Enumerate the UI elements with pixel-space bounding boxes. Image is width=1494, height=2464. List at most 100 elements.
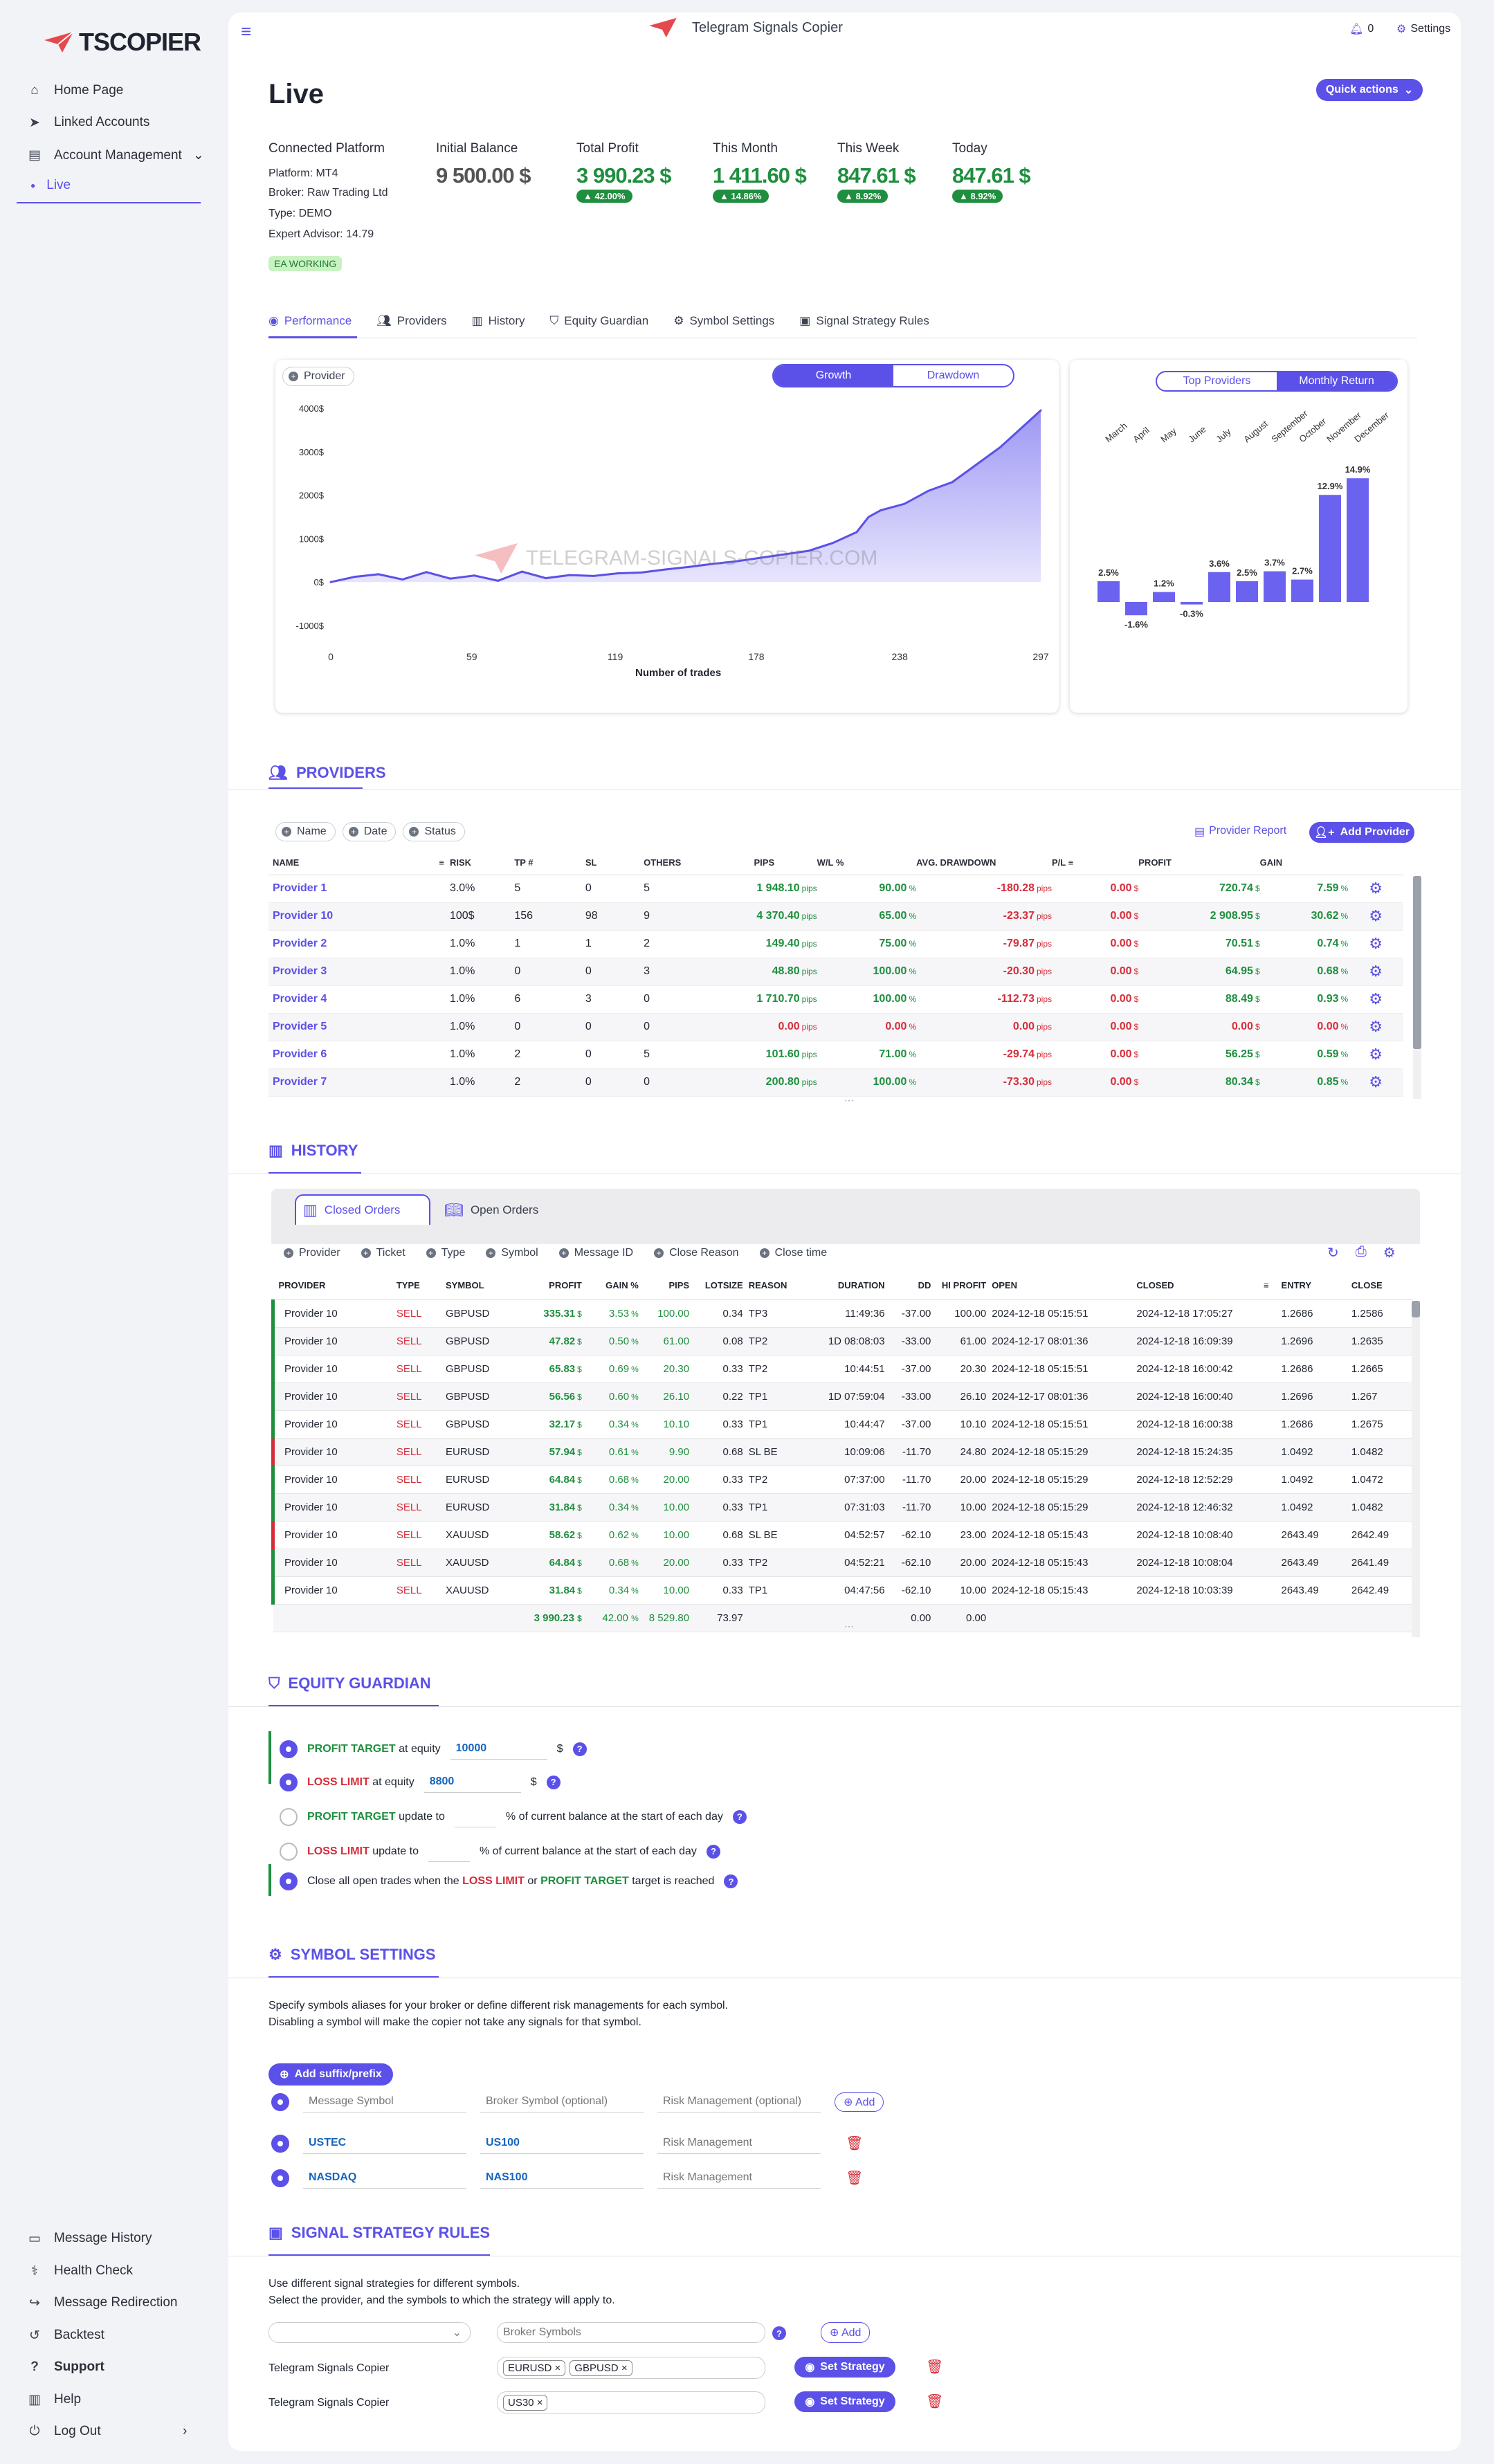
table-row[interactable]: Provider 1 3.0% 5 0 5 1 948.10 pips 90.00% -180.…	[268, 875, 1403, 903]
table-row[interactable]: Provider 10 SELL XAUUSD 31.84 $0.34% 10.00 0.3…	[271, 1576, 1413, 1605]
add-suffix-prefix-button[interactable]: ⊕ Add suffix/prefix	[268, 2063, 393, 2086]
message-symbol-input[interactable]	[303, 2167, 466, 2189]
table-row[interactable]: Provider 3 1.0% 0 0 3 48.80 pips 100.00% -20.30 p…	[268, 958, 1403, 986]
risk-management-input[interactable]	[657, 2091, 821, 2112]
gear-icon[interactable]: ⚙	[1369, 907, 1383, 924]
history-scrollbar-track[interactable]	[1412, 1301, 1420, 1637]
filter-icon[interactable]: ≡	[439, 857, 444, 868]
table-row[interactable]: Provider 10 SELL EURUSD 64.84 $0.68% 20.00 0.3…	[271, 1466, 1413, 1494]
table-row[interactable]: Provider 7 1.0% 2 0 0 200.80 pips 100.00% -73.30…	[268, 1068, 1403, 1097]
resize-handle[interactable]: ⋯	[844, 1621, 854, 1632]
col-header[interactable]: NAME ≡	[268, 851, 450, 875]
loss-limit-pct-input[interactable]	[428, 1841, 470, 1862]
provider-select[interactable]: ⌄	[268, 2322, 471, 2343]
tab-providers[interactable]: 👥︎ Providers	[376, 314, 446, 328]
broker-symbol-input[interactable]	[480, 2167, 644, 2189]
set-strategy-button[interactable]: ◉ Set Strategy	[794, 2391, 895, 2412]
table-row[interactable]: Provider 4 1.0% 6 3 0 1 710.70 pips 100.00% -112…	[268, 985, 1403, 1014]
gear-icon[interactable]: ⚙	[1369, 1073, 1383, 1090]
trash-icon[interactable]: 🗑︎	[846, 2136, 864, 2151]
quick-actions-button[interactable]: Quick actions ⌄	[1316, 79, 1423, 101]
add-strategy-button[interactable]: ⊕ Add	[821, 2322, 871, 2343]
history-filter[interactable]: + Symbol	[480, 1244, 546, 1262]
table-row[interactable]: Provider 6 1.0% 2 0 5 101.60 pips 71.00% -29.74 p…	[268, 1041, 1403, 1069]
close-icon[interactable]: ×	[536, 2396, 543, 2409]
tab-performance[interactable]: ◉ Performance	[268, 314, 352, 328]
bar[interactable]	[1236, 581, 1258, 602]
provider-filter-chip[interactable]: + Provider	[282, 367, 354, 386]
providers-scrollbar-thumb[interactable]	[1413, 876, 1421, 1049]
help-icon[interactable]: ?	[732, 1809, 747, 1824]
bar[interactable]	[1153, 592, 1175, 602]
brand-logo[interactable]: TSCOPIER	[43, 28, 201, 57]
monthly-return-toggle[interactable]: Monthly Return	[1277, 372, 1396, 390]
table-row[interactable]: Provider 10 SELL EURUSD 31.84 $0.34% 10.00 0.3…	[271, 1493, 1413, 1522]
provider-name[interactable]: Provider 1	[268, 875, 450, 903]
bar[interactable]	[1097, 581, 1120, 602]
filter-name[interactable]: + Name	[275, 822, 336, 841]
sidebar-item-help[interactable]: ▥ Help	[26, 2392, 81, 2407]
gear-icon[interactable]: ⚙	[1369, 935, 1383, 952]
table-row[interactable]: Provider 10 SELL GBPUSD 32.17 $0.34% 10.10 0.3…	[271, 1410, 1413, 1439]
sidebar-item-support[interactable]: ? Support	[26, 2360, 104, 2375]
provider-name[interactable]: Provider 4	[268, 985, 450, 1014]
filter-icon[interactable]: ≡	[1263, 1280, 1269, 1291]
gear-icon[interactable]: ⚙	[1369, 962, 1383, 980]
table-row[interactable]: Provider 10 SELL XAUUSD 64.84 $0.68% 20.00 0.3…	[271, 1549, 1413, 1577]
settings-button[interactable]: ⚙ Settings	[1396, 22, 1450, 36]
broker-symbols-input[interactable]	[497, 2322, 765, 2343]
add-symbol-button[interactable]: ⊕ Add	[835, 2092, 884, 2112]
message-symbol-input[interactable]	[303, 2091, 466, 2112]
trash-icon[interactable]: 🗑︎	[926, 2360, 944, 2375]
gear-icon[interactable]: ⚙	[1369, 879, 1383, 897]
loss-limit-radio[interactable]	[280, 1773, 298, 1791]
gear-icon[interactable]: ⚙	[1369, 990, 1383, 1007]
bar[interactable]	[1264, 571, 1286, 602]
col-header[interactable]: P/L ≡	[1052, 851, 1139, 875]
broker-symbol-input[interactable]	[480, 2091, 644, 2112]
bar[interactable]	[1319, 495, 1341, 602]
gear-icon[interactable]: ⚙	[1369, 1046, 1383, 1063]
table-row[interactable]: Provider 5 1.0% 0 0 0 0.00 pips 0.00% 0.00 pips 0.…	[268, 1013, 1403, 1041]
bar[interactable]	[1347, 478, 1369, 602]
table-row[interactable]: Provider 2 1.0% 1 1 2 149.40 pips 75.00% -79.87 p…	[268, 930, 1403, 958]
drawdown-toggle[interactable]: Drawdown	[927, 369, 980, 381]
sidebar-item-home[interactable]: ⌂ Home Page	[26, 83, 123, 98]
history-scrollbar-thumb[interactable]	[1412, 1301, 1420, 1317]
risk-management-input[interactable]	[657, 2167, 821, 2189]
table-row[interactable]: Provider 10 SELL GBPUSD 47.82 $0.50% 61.00 0.0…	[271, 1327, 1413, 1356]
profit-target-input[interactable]	[450, 1738, 547, 1760]
tab-closed-orders[interactable]: ▥ Closed Orders	[295, 1194, 430, 1225]
history-filter[interactable]: + Close Reason	[648, 1244, 747, 1262]
history-filter[interactable]: + Type	[421, 1244, 474, 1262]
gear-icon[interactable]: ⚙	[1383, 1245, 1396, 1261]
symbol-enable-toggle[interactable]	[271, 2134, 289, 2153]
strategy-symbols-field[interactable]: US30 ×	[497, 2391, 765, 2413]
notifications[interactable]: 🔔︎ 0	[1349, 22, 1374, 36]
tab-signal-strategy-rules[interactable]: ▣ Signal Strategy Rules	[799, 314, 929, 328]
add-provider-button[interactable]: 👤︎+ Add Provider	[1309, 822, 1414, 843]
provider-name[interactable]: Provider 6	[268, 1041, 450, 1069]
strategy-symbols-field[interactable]: EURUSD × GBPUSD ×	[497, 2357, 765, 2379]
table-row[interactable]: Provider 10 SELL XAUUSD 58.62 $0.62% 10.00 0.6…	[271, 1521, 1413, 1549]
help-icon[interactable]: ?	[572, 1742, 587, 1756]
provider-name[interactable]: Provider 5	[268, 1013, 450, 1041]
filter-date[interactable]: + Date	[342, 822, 397, 841]
broker-symbol-input[interactable]	[480, 2133, 644, 2154]
history-filter[interactable]: + Close time	[754, 1244, 836, 1262]
growth-toggle[interactable]: Growth	[774, 365, 893, 386]
bar[interactable]	[1181, 602, 1203, 605]
resize-handle[interactable]: ⋯	[844, 1095, 854, 1106]
sidebar-item-message-redirection[interactable]: ↪ Message Redirection	[26, 2295, 177, 2310]
sidebar-item-backtest[interactable]: ↺ Backtest	[26, 2328, 104, 2343]
provider-name[interactable]: Provider 2	[268, 930, 450, 958]
close-all-radio[interactable]	[280, 1872, 298, 1890]
hamburger-menu-icon[interactable]: ≡	[241, 21, 252, 42]
sidebar-item-message-history[interactable]: ▭ Message History	[26, 2231, 152, 2246]
provider-report-link[interactable]: ▤ Provider Report	[1194, 825, 1286, 839]
provider-name[interactable]: Provider 10	[268, 902, 450, 931]
top-providers-toggle[interactable]: Top Providers	[1183, 375, 1251, 387]
tab-history[interactable]: ▥ History	[472, 314, 525, 328]
help-icon[interactable]: ?	[724, 1874, 738, 1888]
tab-open-orders[interactable]: 📖︎ Open Orders	[444, 1201, 538, 1219]
